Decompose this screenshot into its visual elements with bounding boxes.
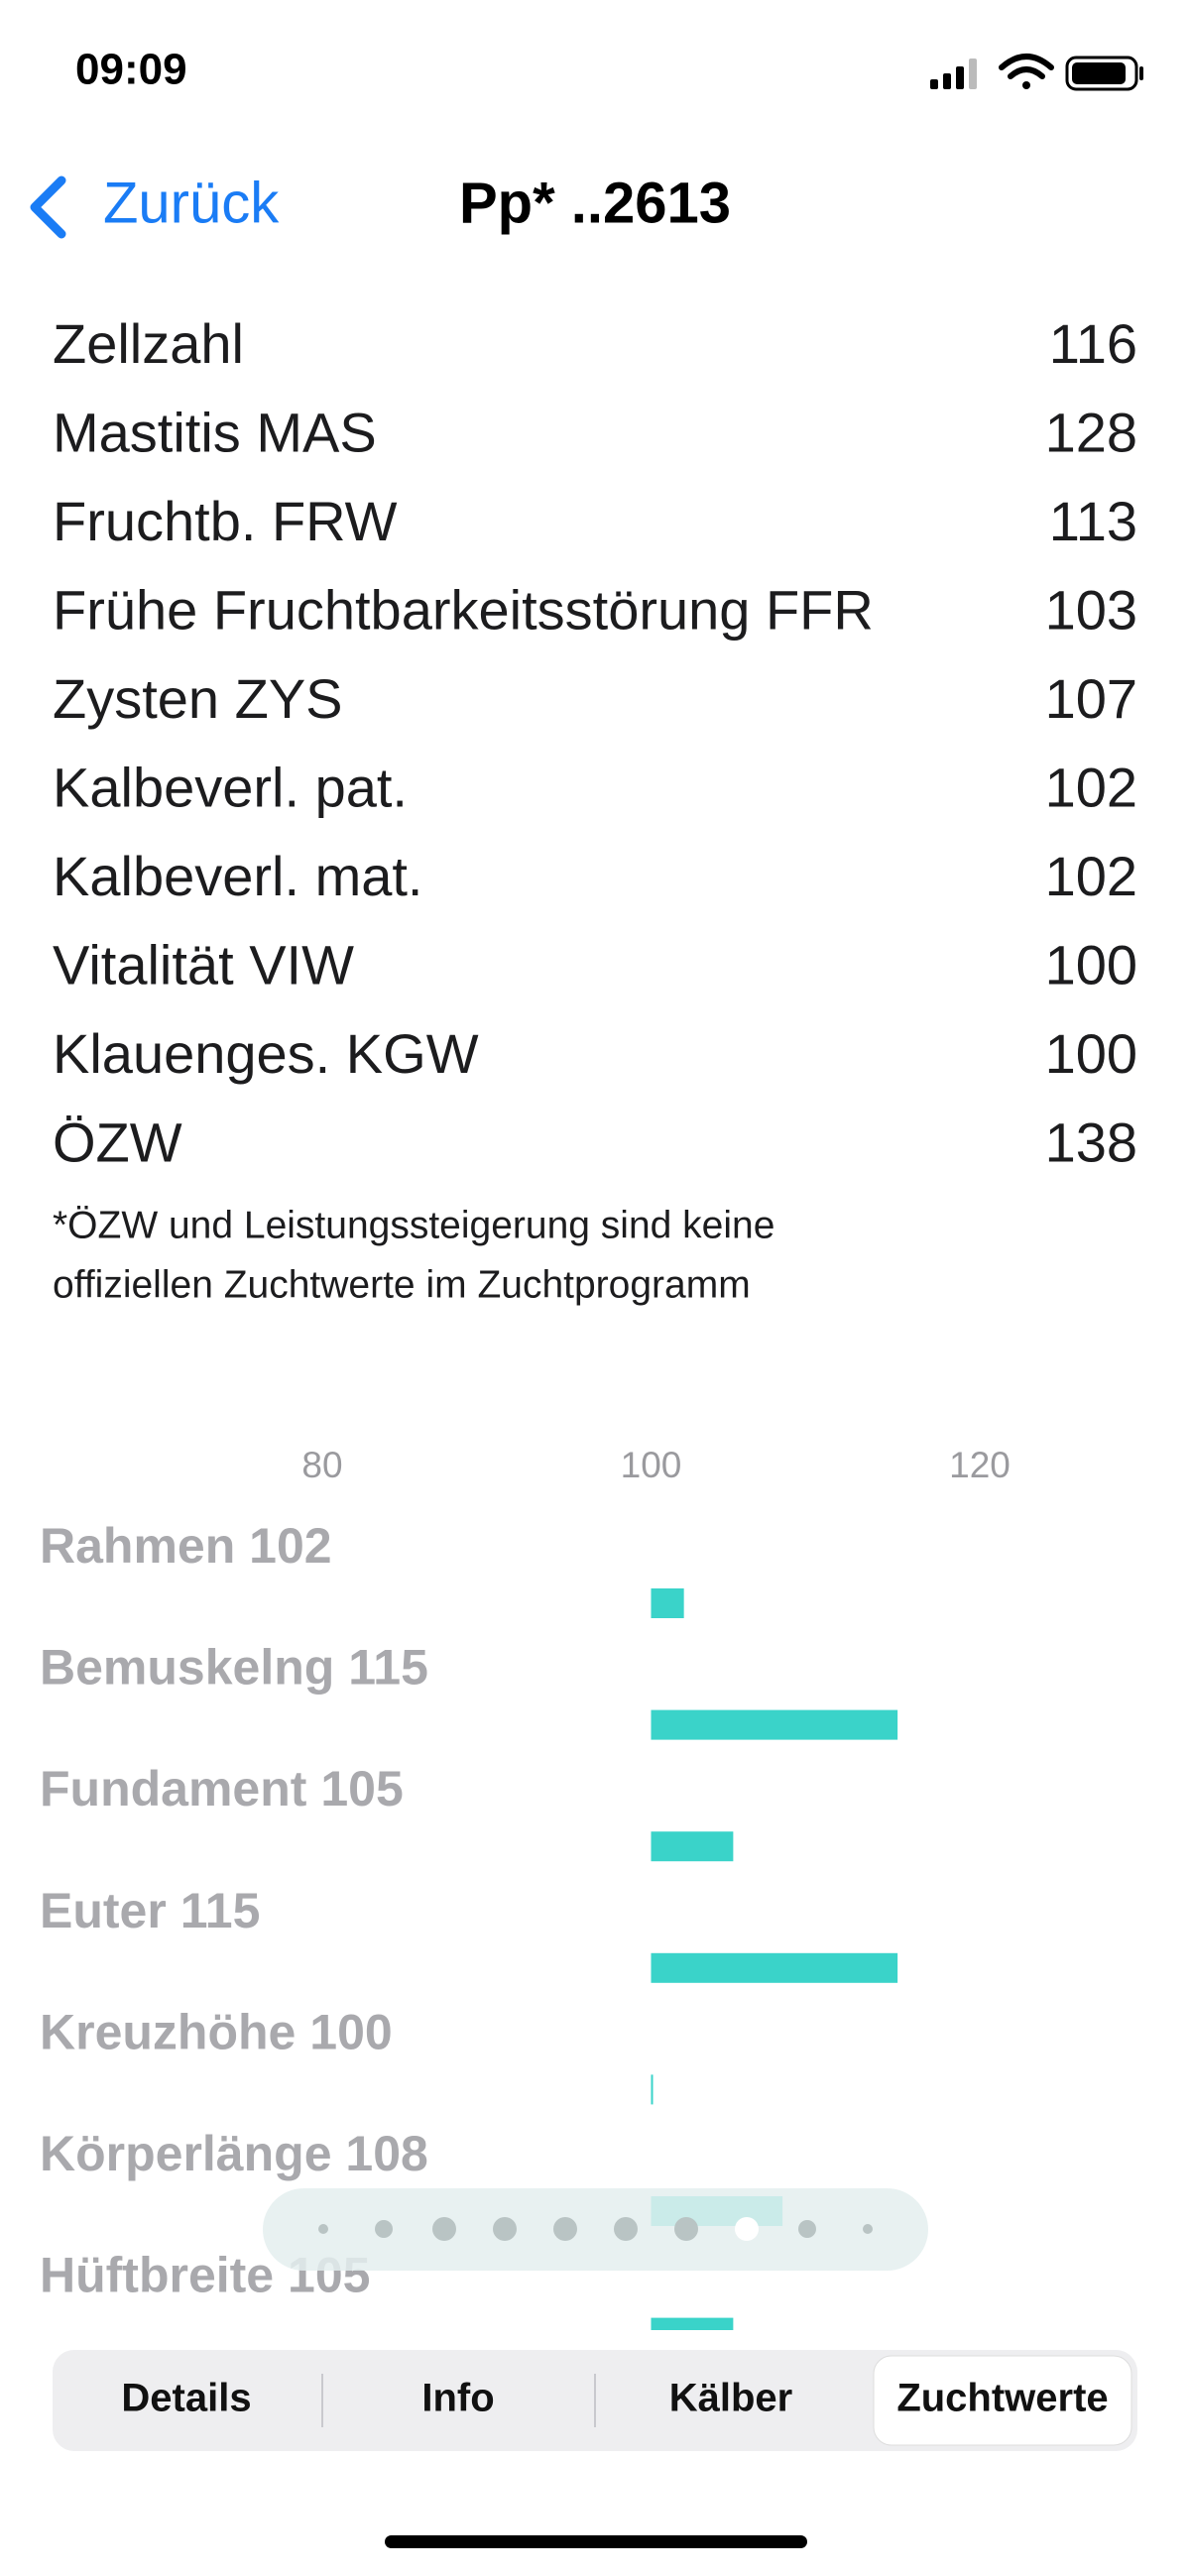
category-name: Rahmen [40, 1518, 235, 1574]
tab[interactable]: Details [121, 2377, 251, 2420]
row-label: Mastitis MAS [53, 401, 377, 463]
page-dot[interactable] [735, 2217, 759, 2241]
battery-icon [1065, 56, 1143, 91]
category-name: Körperlänge [40, 2126, 332, 2181]
page-dot[interactable] [432, 2217, 456, 2241]
page-dot[interactable] [863, 2224, 873, 2234]
row-value: 107 [1045, 667, 1137, 730]
category-label: Fundament 105 [40, 1761, 404, 1816]
row-label: ÖZW [53, 1111, 182, 1173]
page-indicator[interactable] [263, 2188, 928, 2271]
row-value: 113 [1049, 490, 1137, 552]
row-label: Kalbeverl. pat. [53, 756, 408, 818]
row-label: Kalbeverl. mat. [53, 845, 423, 907]
row-label: Vitalität VIW [53, 933, 354, 995]
row-label: Zellzahl [53, 312, 244, 375]
category-value: 105 [320, 1761, 403, 1816]
page-dot[interactable] [798, 2220, 816, 2238]
footnote-line: *ÖZW und Leistungssteigerung sind keine [53, 1204, 774, 1246]
category-name: Euter [40, 1883, 167, 1938]
page-indicator-bg[interactable] [263, 2188, 928, 2271]
bar [651, 1588, 684, 1618]
page-dot[interactable] [318, 2224, 328, 2234]
row-label: Frühe Fruchtbarkeitsstörung FFR [53, 578, 874, 641]
page-dot[interactable] [614, 2217, 638, 2241]
status-time: 09:09 [75, 46, 187, 94]
footnote-line: offiziellen Zuchtwerte im Zuchtprogramm [53, 1263, 751, 1306]
x-tick-label: 80 [301, 1445, 342, 1485]
category-value: 102 [249, 1518, 331, 1574]
home-indicator [385, 2535, 807, 2548]
category-label: Bemuskelng 115 [40, 1640, 428, 1696]
tab-selected-bg [873, 2355, 1132, 2446]
category-label: Euter 115 [40, 1883, 260, 1938]
row-label: Klauenges. KGW [53, 1022, 479, 1085]
bar [651, 1952, 898, 1983]
row-value: 100 [1045, 1022, 1137, 1085]
tab[interactable]: Info [421, 2377, 494, 2420]
page-dot[interactable] [493, 2217, 517, 2241]
row-label: Fruchtb. FRW [53, 490, 398, 552]
row-value: 128 [1045, 401, 1137, 463]
row-value: 102 [1045, 845, 1137, 907]
category-value: 100 [309, 2005, 392, 2060]
signal-icon [930, 59, 977, 89]
bar [651, 1831, 734, 1862]
x-tick-label: 120 [949, 1445, 1011, 1485]
x-tick-label: 100 [621, 1445, 682, 1485]
category-name: Fundament [40, 1761, 307, 1816]
category-value: 115 [180, 1883, 261, 1938]
page-dot[interactable] [553, 2217, 577, 2241]
category-name: Hüftbreite [40, 2248, 274, 2303]
category-label: Rahmen 102 [40, 1518, 332, 1574]
bar [651, 2317, 734, 2330]
tab[interactable]: Kälber [669, 2377, 793, 2420]
back-chevron[interactable] [30, 176, 66, 239]
tab[interactable]: Zuchtwerte [896, 2377, 1108, 2420]
row-label: Zysten ZYS [53, 667, 343, 730]
row-value: 103 [1045, 578, 1137, 641]
page-dot[interactable] [375, 2220, 393, 2238]
value-list: Zellzahl 116 Mastitis MAS 128 Fruchtb. FRW 11… [53, 312, 1137, 1174]
page-dot[interactable] [674, 2217, 698, 2241]
category-name: Bemuskelng [40, 1640, 334, 1696]
bar [651, 2074, 654, 2105]
row-value: 102 [1045, 756, 1137, 818]
bar [651, 1709, 898, 1740]
category-name: Kreuzhöhe [40, 2005, 296, 2060]
category-value: 108 [345, 2126, 427, 2181]
category-label: Kreuzhöhe 100 [40, 2005, 393, 2060]
nav-title: Pp* ..2613 [459, 171, 731, 235]
row-value: 100 [1045, 933, 1137, 995]
row-value: 116 [1049, 312, 1137, 375]
wifi-icon [999, 54, 1054, 89]
back-button[interactable]: Zurück [30, 171, 280, 239]
row-value: 138 [1045, 1111, 1137, 1173]
category-value: 115 [348, 1640, 428, 1696]
back-label[interactable]: Zurück [103, 171, 280, 235]
category-label: Körperlänge 108 [40, 2126, 428, 2181]
